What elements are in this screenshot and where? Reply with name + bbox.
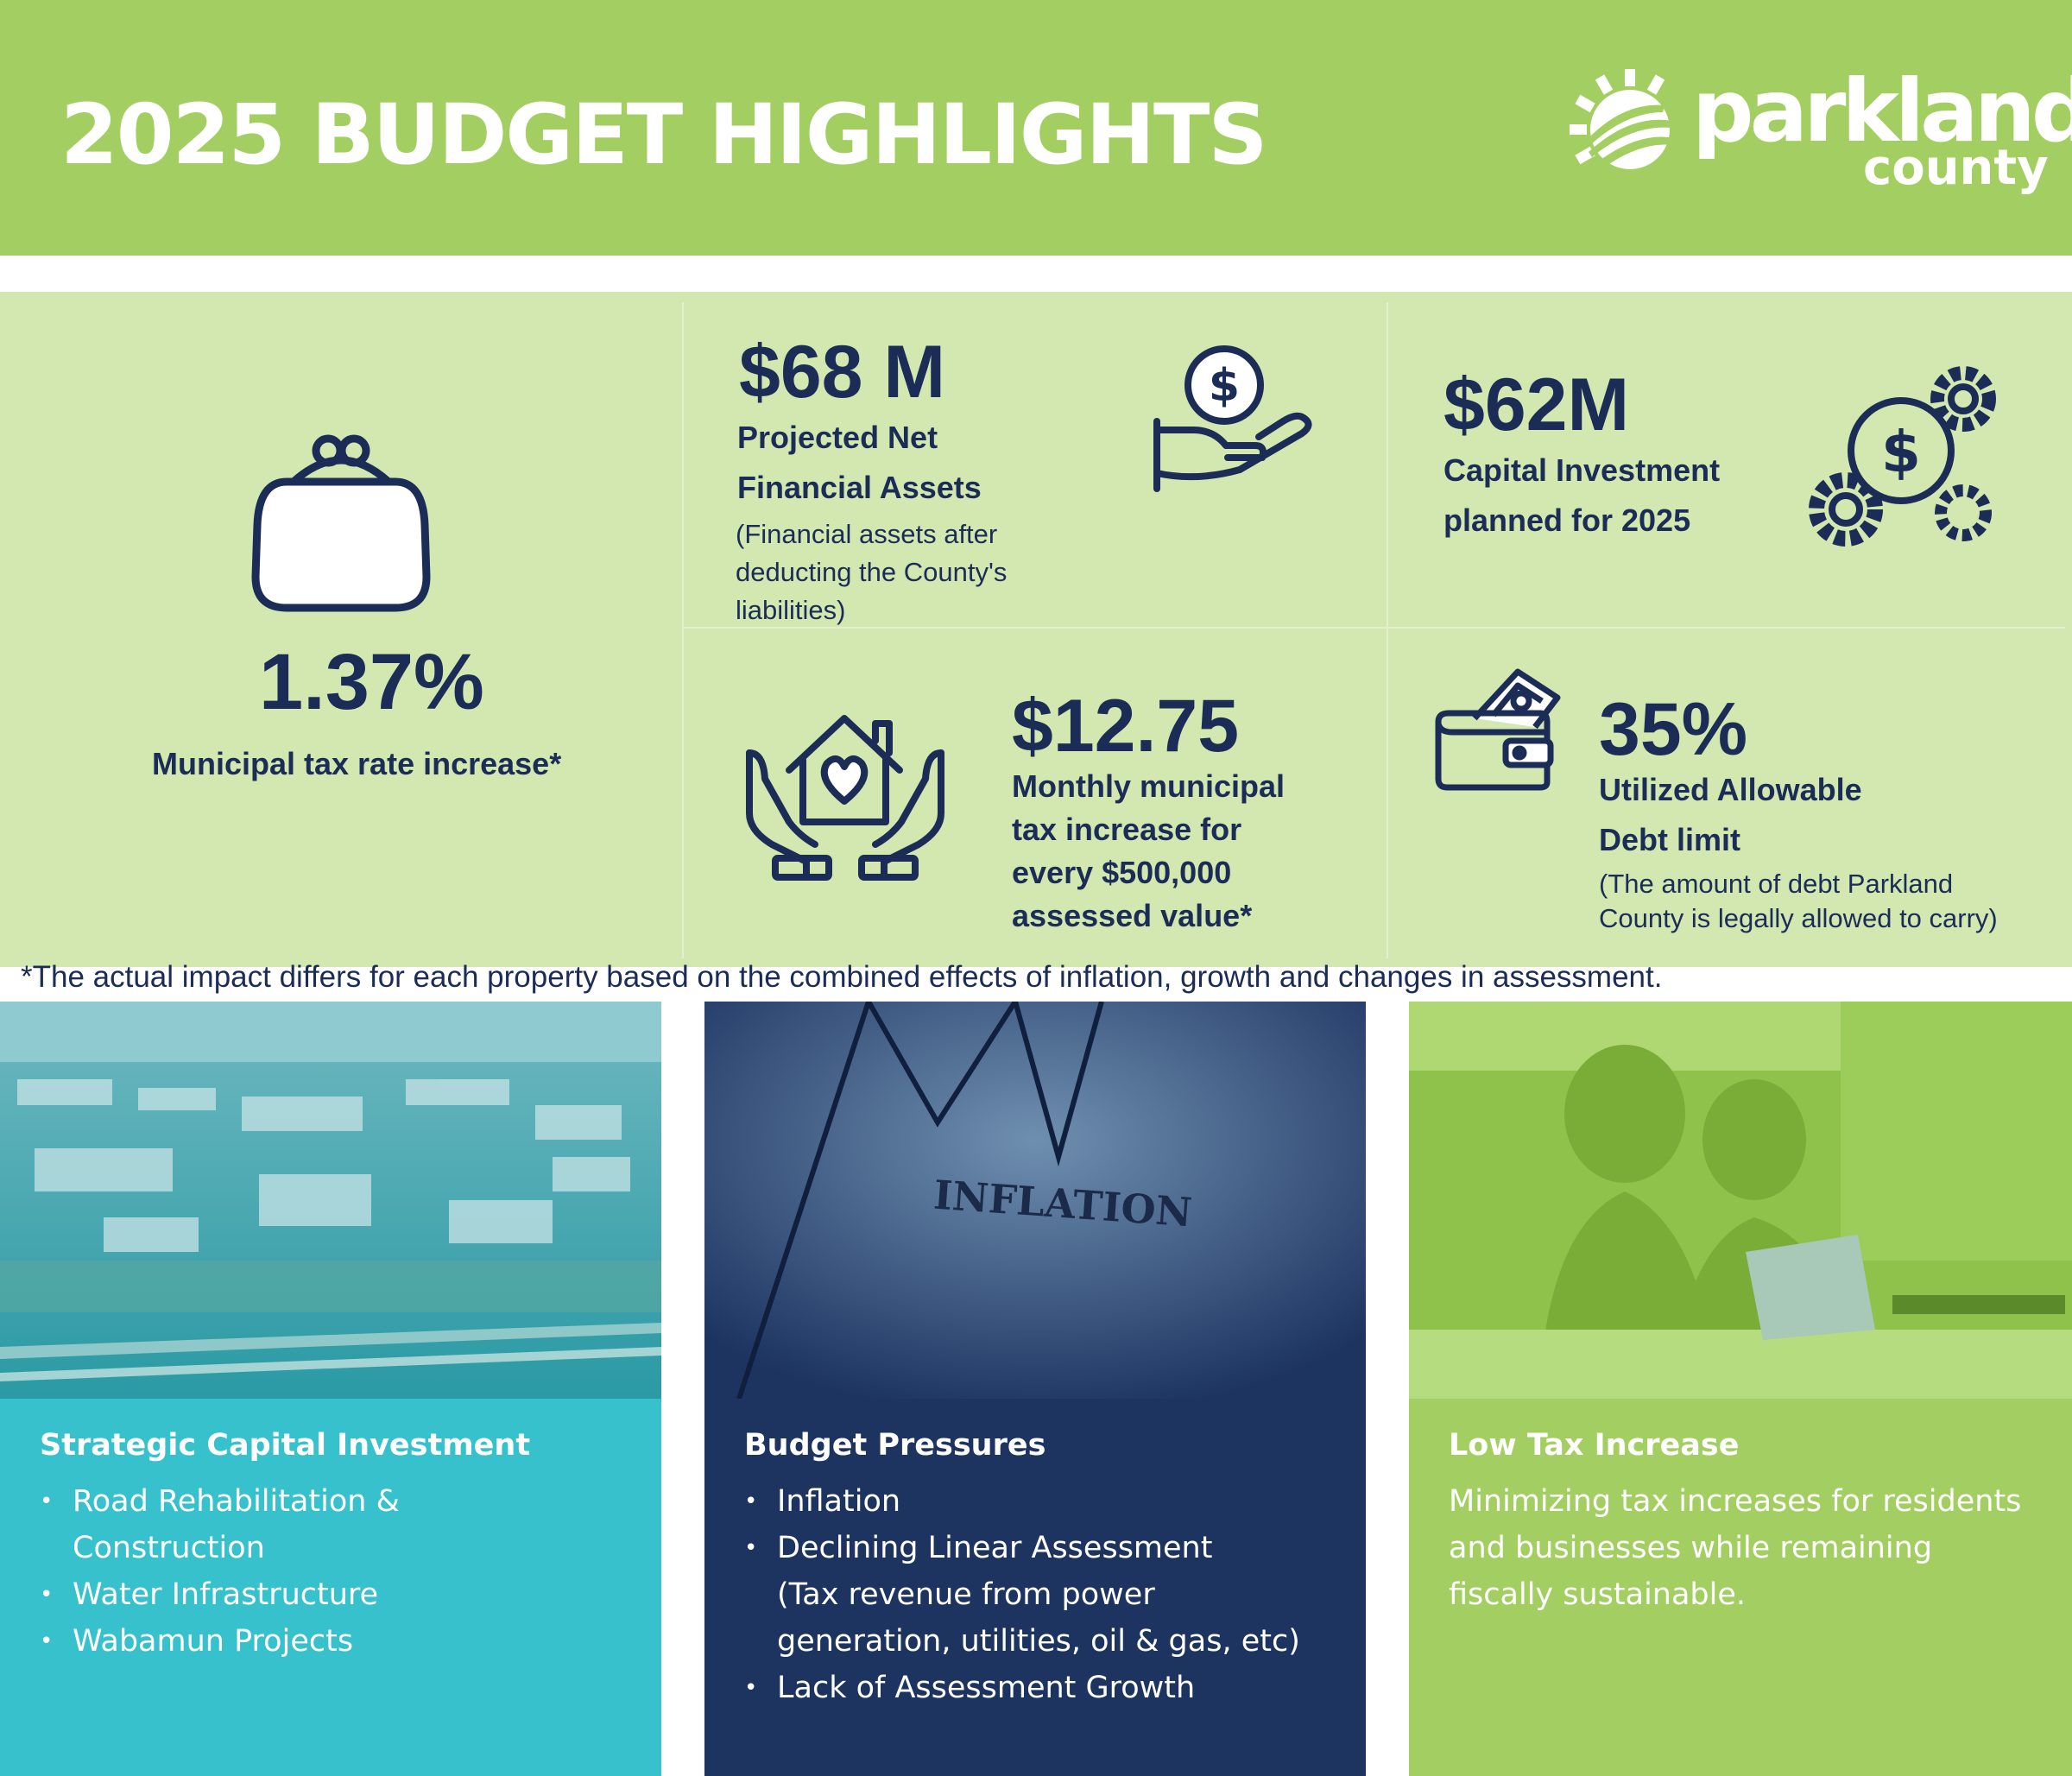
debt-label-line2: Debt limit bbox=[1599, 822, 1741, 857]
divider bbox=[682, 302, 684, 958]
coin-purse-icon bbox=[251, 434, 431, 612]
capital-label-line2: planned for 2025 bbox=[1443, 502, 1691, 538]
net-assets-note-line3: liabilities) bbox=[736, 595, 846, 625]
debt-note-line1: (The amount of debt Parkland bbox=[1599, 869, 1954, 899]
monthly-label-line3: every $500,000 bbox=[1012, 855, 1232, 890]
monthly-label-line2: tax increase for bbox=[1012, 812, 1242, 847]
list-item-continuation: generation, utilities, oil & gas, etc) bbox=[777, 1624, 1300, 1659]
pressures-panel-list: Inflation Declining Linear Assessment (T… bbox=[744, 1478, 1300, 1711]
debt-note-line2: County is legally allowed to carry) bbox=[1599, 903, 1998, 933]
svg-text:$: $ bbox=[1881, 419, 1921, 485]
low-tax-line3: fiscally sustainable. bbox=[1449, 1577, 1747, 1612]
capital-panel-title: Strategic Capital Investment bbox=[40, 1428, 531, 1463]
hand-coin-icon: $ bbox=[1153, 345, 1312, 492]
low-tax-description: Minimizing tax increases for residents a… bbox=[1449, 1478, 2021, 1618]
net-assets-note-line1: (Financial assets after bbox=[736, 519, 998, 549]
wallet-icon bbox=[1435, 668, 1561, 791]
budget-pressures-panel: INFLATION Budget Pressures Inflation Dec… bbox=[704, 1002, 1366, 1776]
capital-value: $62M bbox=[1443, 363, 1630, 446]
capital-panel-list: Road Rehabilitation & Construction Water… bbox=[40, 1478, 400, 1665]
list-item: Water Infrastructure bbox=[40, 1571, 400, 1618]
capital-investment-panel: Strategic Capital Investment Road Rehabi… bbox=[0, 1002, 661, 1776]
gears-dollar-icon: $ bbox=[1809, 366, 1996, 547]
couple-laptop-photo bbox=[1409, 1002, 2072, 1399]
list-item: Declining Linear Assessment bbox=[744, 1525, 1300, 1571]
parkland-county-logo: parkland county bbox=[1563, 60, 2072, 207]
net-assets-label-line2: Financial Assets bbox=[737, 470, 982, 505]
header-banner: 2025 BUDGET HIGHLIGHTS parkland county bbox=[0, 0, 2072, 256]
monthly-label-line1: Monthly municipal bbox=[1012, 768, 1286, 804]
pressures-panel-title: Budget Pressures bbox=[744, 1428, 1046, 1463]
list-item-continuation: (Tax revenue from power bbox=[777, 1577, 1155, 1612]
monthly-label-line4: assessed value* bbox=[1012, 898, 1253, 933]
debt-label-line1: Utilized Allowable bbox=[1599, 772, 1862, 807]
list-item: Inflation bbox=[744, 1478, 1300, 1525]
sun-fields-logo-icon bbox=[1570, 69, 1675, 169]
debt-value: 35% bbox=[1599, 688, 1748, 771]
divider bbox=[684, 627, 2065, 629]
low-tax-line2: and businesses while remaining bbox=[1449, 1531, 1933, 1565]
net-assets-note-line2: deducting the County's bbox=[736, 557, 1008, 587]
tax-rate-label: Municipal tax rate increase* bbox=[152, 746, 562, 781]
low-tax-panel: Low Tax Increase Minimizing tax increase… bbox=[1409, 1002, 2072, 1776]
list-item: Road Rehabilitation & bbox=[40, 1478, 400, 1525]
list-item: Wabamun Projects bbox=[40, 1618, 400, 1665]
industrial-area-photo bbox=[0, 1002, 661, 1399]
logo-wordmark: parkland bbox=[1692, 60, 2072, 161]
monthly-value: $12.75 bbox=[1012, 685, 1240, 768]
svg-text:$: $ bbox=[1209, 360, 1240, 412]
list-item-continuation: Construction bbox=[73, 1531, 265, 1565]
divider bbox=[1387, 302, 1388, 958]
low-tax-line1: Minimizing tax increases for residents bbox=[1449, 1484, 2022, 1519]
logo-subtitle: county bbox=[1863, 140, 2049, 196]
page-title: 2025 BUDGET HIGHLIGHTS bbox=[60, 86, 1268, 183]
footnote: *The actual impact differs for each prop… bbox=[21, 960, 1663, 994]
list-item: Lack of Assessment Growth bbox=[744, 1665, 1300, 1711]
hands-house-icon bbox=[746, 715, 944, 881]
inflation-chart-photo: INFLATION bbox=[704, 1002, 1366, 1399]
tax-rate-value: 1.37% bbox=[259, 638, 484, 726]
stats-panel: 1.37% Municipal tax rate increase* $68 M… bbox=[0, 292, 2072, 967]
low-tax-panel-title: Low Tax Increase bbox=[1449, 1428, 1740, 1463]
capital-label-line1: Capital Investment bbox=[1443, 452, 1721, 488]
net-assets-label-line1: Projected Net bbox=[737, 420, 938, 455]
net-assets-value: $68 M bbox=[739, 331, 946, 414]
